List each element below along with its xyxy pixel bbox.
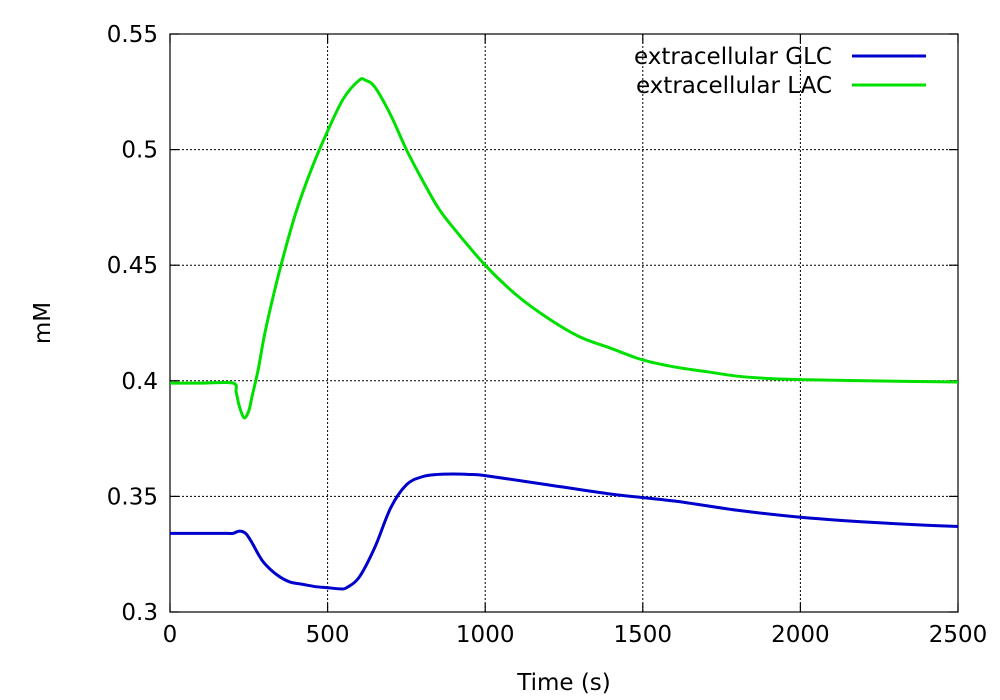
y-tick-label: 0.5 (121, 138, 158, 164)
x-tick-label: 500 (306, 622, 350, 648)
legend: extracellular GLC extracellular LAC (634, 44, 926, 99)
series-lines (169, 77, 959, 591)
x-tick-label: 0 (163, 622, 178, 648)
legend-label-lac: extracellular LAC (636, 73, 832, 99)
legend-label-glc: extracellular GLC (634, 44, 832, 70)
y-tick-label: 0.35 (107, 484, 158, 510)
grid-lines (170, 34, 958, 612)
y-tick-label: 0.3 (121, 600, 158, 626)
y-tick-label: 0.4 (121, 369, 158, 395)
y-tick-label: 0.45 (107, 253, 158, 279)
y-tick-label: 0.55 (107, 22, 158, 48)
series-line-glc (170, 472, 959, 591)
x-tick-label: 2500 (929, 622, 988, 648)
series-line-lac (169, 77, 959, 420)
y-axis-label: mM (30, 302, 56, 344)
x-axis-label: Time (s) (516, 670, 611, 696)
x-tick-label: 1000 (456, 622, 515, 648)
x-tick-label: 2000 (771, 622, 830, 648)
plot-area-frame (169, 33, 959, 613)
axis-ticks: 0 500 1000 1500 2000 2500 0.3 0.35 0.4 0.45 0.5 0.5… (107, 22, 987, 648)
x-tick-label: 1500 (614, 622, 673, 648)
